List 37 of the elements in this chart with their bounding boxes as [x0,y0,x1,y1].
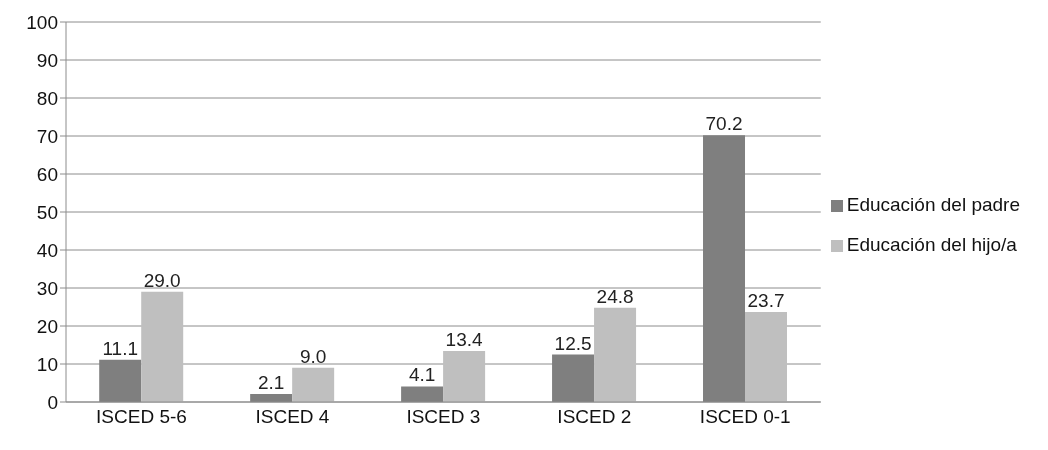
bar [443,351,486,402]
bar [552,354,595,402]
bar [745,311,788,402]
legend-label: Educación del hijo/a [846,234,1017,255]
data-label: 23.7 [747,289,785,311]
y-tick-label: 60 [36,163,58,185]
y-tick-label: 20 [36,315,58,337]
data-label: 4.1 [408,364,436,386]
data-label: 12.5 [554,332,592,354]
y-tick-label: 80 [36,87,58,109]
y-tick-label: 40 [36,239,58,261]
legend-label: Educación del padre [846,194,1020,215]
x-tick-label: ISCED 2 [557,406,632,428]
bar [141,291,184,402]
bar [401,386,444,402]
bar [292,367,335,402]
y-tick-label: 70 [36,125,58,147]
y-tick-label: 30 [36,277,58,299]
y-tick-label: 90 [36,49,58,71]
bar [99,359,142,402]
data-label: 13.4 [445,329,484,351]
data-label: 29.0 [143,269,181,291]
x-tick-label: ISCED 4 [255,406,330,428]
bar [703,135,746,402]
x-tick-label: ISCED 3 [406,406,481,428]
x-tick-label: ISCED 0-1 [699,406,791,428]
bar [594,307,637,402]
y-tick-label: 50 [36,201,58,223]
y-tick-label: 100 [26,11,58,33]
data-label: 24.8 [596,285,634,307]
data-label: 70.2 [705,113,743,135]
y-tick-label: 10 [36,353,58,375]
data-label: 11.1 [102,337,138,359]
data-label: 2.1 [257,372,285,394]
x-tick-label: ISCED 5-6 [96,406,187,428]
y-tick-label: 0 [47,391,58,413]
data-label: 9.0 [299,345,327,367]
